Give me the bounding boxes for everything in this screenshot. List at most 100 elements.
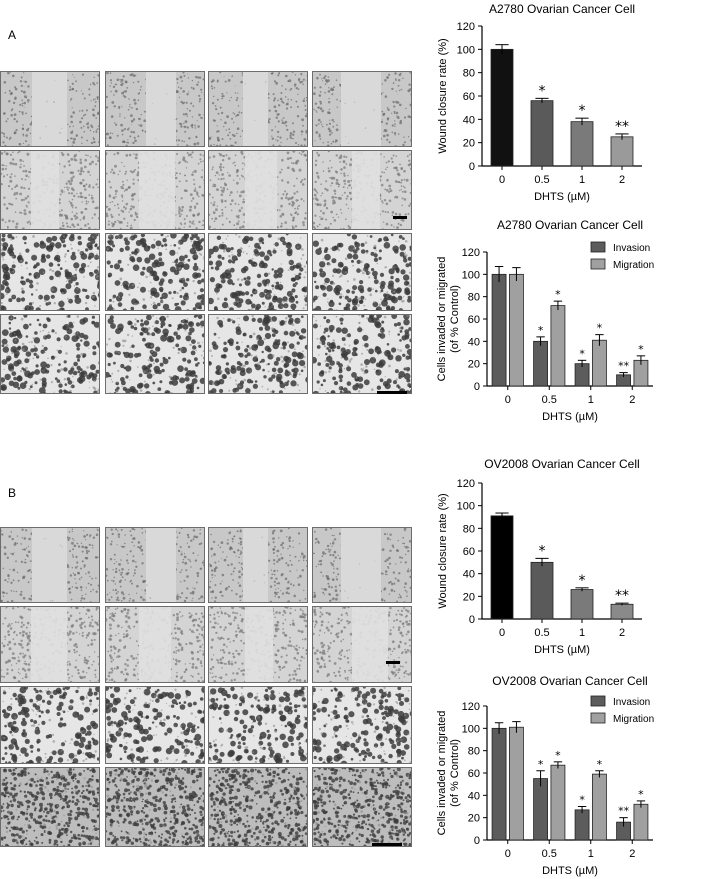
grid-b-micrograph-13 — [105, 767, 205, 847]
y-axis-label2-3: (of % Control) — [449, 739, 461, 807]
chart-svg-0: A2780 Ovarian Cancer Cell020406080100120… — [437, 2, 642, 203]
y-tick-label-2-5: 100 — [457, 501, 475, 513]
grid-a-micrograph-13 — [105, 314, 205, 394]
x-tick-label-0-1: 0.5 — [534, 174, 549, 186]
grid-a-micrograph-14 — [208, 314, 308, 394]
chart-ov2008-invasion-migration: OV2008 Ovarian Cancer Cell 0 20 40 60 80 100 12… — [430, 672, 709, 879]
y-tick-label-2-2: 40 — [463, 569, 475, 581]
significance-3-1-3: * — [638, 788, 644, 801]
significance-3-1-1: * — [555, 749, 561, 762]
significance-1-0-2: * — [579, 347, 585, 360]
chart-a2780-wound-closure: A2780 Ovarian Cancer Cell 0 20 40 60 80 100 120… — [430, 0, 709, 214]
y-tick-label-0-4: 80 — [463, 68, 475, 80]
significance-3-0-3: ** — [618, 805, 630, 818]
y-axis-label-0: Wound closure rate (%) — [437, 38, 449, 153]
y-tick-label-0-5: 100 — [457, 44, 475, 56]
y-tick-label-1-0: 0 — [474, 381, 480, 393]
chart-ov2008-wound-closure: OV2008 Ovarian Cancer Cell 0 20 40 60 80 100 12… — [430, 454, 709, 672]
y-tick-label-2-4: 80 — [463, 523, 475, 535]
x-axis-label-2: DHTS (µM) — [534, 644, 590, 656]
x-tick-label-3-2: 1 — [588, 848, 594, 860]
significance-0-2: * — [579, 103, 586, 119]
legend-swatch-1-0 — [590, 241, 606, 253]
y-tick-label-1-6: 120 — [462, 247, 480, 259]
legend-swatch-3-0 — [590, 695, 606, 707]
bar-3-1-0 — [509, 726, 524, 841]
x-axis-label-3: DHTS (µM) — [542, 865, 598, 877]
legend-swatch-3-1 — [590, 712, 606, 724]
legend-label-3-0: Invasion — [613, 697, 650, 708]
bar-3-0-0 — [491, 727, 507, 841]
grid-b-micrograph-6 — [208, 606, 308, 683]
bar-0-0 — [490, 48, 514, 167]
x-tick-label-1-0: 0 — [505, 394, 511, 406]
legend-swatch-1-1 — [590, 258, 606, 270]
y-tick-label-3-5: 100 — [462, 723, 480, 735]
bar-1-0-0 — [491, 273, 507, 387]
grid-b-micrograph-10 — [208, 686, 308, 764]
panel-label-a: A — [8, 28, 17, 42]
legend-label-1-1: Migration — [613, 260, 654, 271]
grid-b-micrograph-12 — [0, 767, 100, 847]
y-axis-label-2: Wound closure rate (%) — [437, 493, 449, 608]
y-tick-label-3-6: 120 — [462, 701, 480, 713]
x-tick-label-0-0: 0 — [499, 174, 505, 186]
y-tick-label-0-2: 40 — [463, 114, 475, 126]
bar-3-1-1 — [550, 764, 566, 841]
bar-2-0 — [490, 515, 514, 620]
y-tick-label-3-0: 0 — [474, 835, 480, 847]
x-tick-label-2-2: 1 — [579, 627, 585, 639]
y-tick-label-3-1: 20 — [468, 813, 480, 825]
legend-label-1-0: Invasion — [613, 243, 650, 254]
significance-3-1-2: * — [597, 758, 603, 771]
scale-bar-a-wound — [393, 216, 407, 219]
chart-a2780-invasion-migration: A2780 Ovarian Cancer Cell 0 20 40 60 80 100 120… — [430, 214, 709, 454]
scale-bar-b-cells — [372, 843, 402, 846]
y-tick-label-1-4: 80 — [468, 292, 480, 304]
grid-a-micrograph-0 — [0, 71, 100, 147]
grid-a-micrograph-1 — [105, 71, 205, 147]
grid-b-micrograph-15 — [312, 767, 412, 847]
y-tick-label-0-3: 60 — [463, 91, 475, 103]
bar-1-0-2 — [574, 363, 590, 387]
bar-1-1-0 — [509, 273, 524, 387]
significance-1-1-1: * — [555, 288, 561, 301]
grid-a-micrograph-11 — [312, 233, 412, 311]
grid-b-micrograph-0 — [0, 527, 100, 603]
y-tick-label-1-3: 60 — [468, 314, 480, 326]
x-tick-label-3-1: 0.5 — [542, 848, 557, 860]
x-tick-label-2-3: 2 — [619, 627, 625, 639]
bar-2-2 — [570, 589, 594, 620]
y-tick-label-1-2: 40 — [468, 336, 480, 348]
significance-2-1: * — [539, 543, 546, 559]
grid-a-micrograph-8 — [0, 233, 100, 311]
x-axis-label-1: DHTS (µM) — [542, 411, 598, 423]
bar-1-1-1 — [550, 305, 566, 387]
y-tick-label-2-3: 60 — [463, 546, 475, 558]
significance-0-3: ** — [615, 119, 629, 135]
x-tick-label-0-3: 2 — [619, 174, 625, 186]
chart-svg-2: OV2008 Ovarian Cancer Cell02040608010012… — [437, 457, 642, 656]
x-tick-label-1-1: 0.5 — [542, 394, 557, 406]
chart-svg-3: OV2008 Ovarian Cancer Cell02040608010012… — [436, 674, 654, 877]
grid-b-micrograph-7 — [312, 606, 412, 683]
significance-1-0-1: * — [538, 324, 544, 337]
scale-bar-a-cells — [377, 391, 407, 394]
x-tick-label-3-3: 2 — [629, 848, 635, 860]
y-tick-label-2-6: 120 — [457, 478, 475, 490]
grid-b-micrograph-2 — [208, 527, 308, 603]
chart-title-1: A2780 Ovarian Cancer Cell — [497, 218, 643, 232]
y-tick-label-2-1: 20 — [463, 591, 475, 603]
grid-b-micrograph-8 — [0, 686, 100, 764]
grid-a-micrograph-5 — [105, 150, 205, 230]
y-tick-label-0-0: 0 — [469, 161, 475, 173]
significance-2-3: ** — [615, 588, 629, 604]
chart-title-3: OV2008 Ovarian Cancer Cell — [492, 674, 647, 688]
significance-1-1-3: * — [638, 343, 644, 356]
x-tick-label-2-0: 0 — [499, 627, 505, 639]
x-tick-label-1-3: 2 — [629, 394, 635, 406]
grid-a-micrograph-15 — [312, 314, 412, 394]
panel-label-b: B — [8, 486, 17, 500]
x-tick-label-2-1: 0.5 — [534, 627, 549, 639]
bar-1-1-2 — [592, 339, 607, 387]
